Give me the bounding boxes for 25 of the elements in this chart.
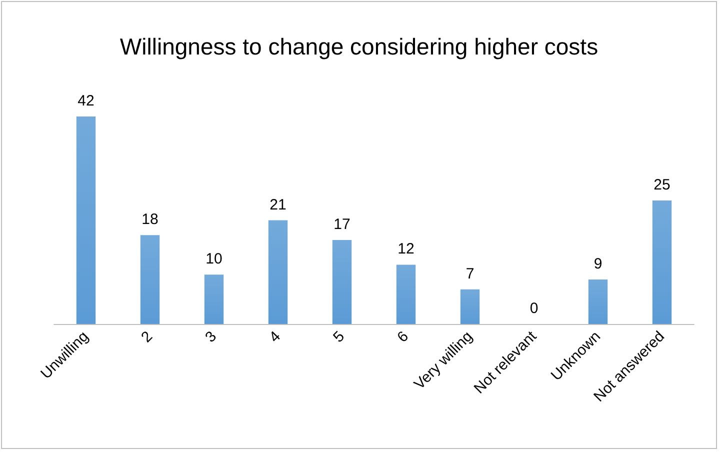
data-label: 18 [142,211,158,228]
x-tick-label: 4 [266,328,284,346]
x-tick-label: 3 [202,328,220,346]
x-tick-label: 6 [394,328,412,346]
data-label: 9 [594,256,602,273]
data-label: 7 [466,265,474,282]
data-label: 21 [270,196,286,214]
bar [268,220,288,324]
x-tick-label: 5 [330,328,348,346]
bar [332,240,352,324]
data-label: 17 [334,216,350,234]
bar [204,274,224,324]
data-label: 0 [530,300,538,317]
data-label: 42 [78,92,94,110]
chart-title: Willingness to change considering higher costs [120,34,598,60]
x-tick-label: 2 [138,328,156,346]
data-label: 25 [654,176,670,194]
data-label: 12 [398,240,414,258]
bar [396,264,416,324]
data-label: 10 [206,250,222,268]
bar [140,235,160,324]
bar [76,116,96,324]
bar [588,280,608,324]
bar [652,200,672,324]
bar [460,289,480,324]
